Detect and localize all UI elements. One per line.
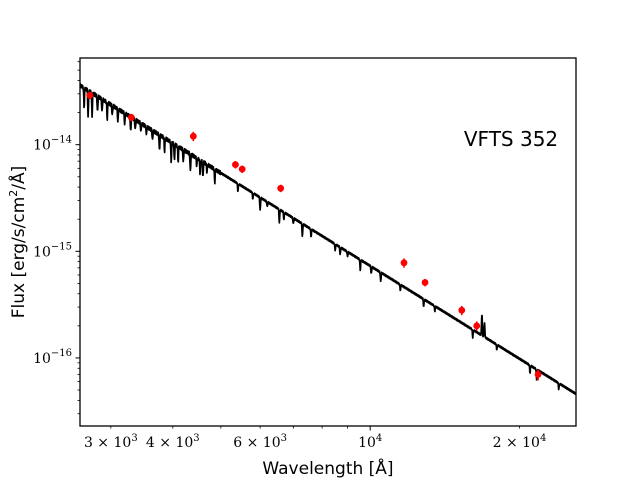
x-tick-label: 2 × 104 bbox=[493, 433, 547, 451]
data-marker bbox=[127, 114, 135, 121]
data-point bbox=[534, 369, 542, 381]
data-point bbox=[400, 258, 408, 268]
data-marker bbox=[232, 161, 239, 169]
data-marker bbox=[421, 279, 429, 286]
x-tick-base: 4 × 10 bbox=[146, 435, 193, 451]
y-tick-label: 10−14 bbox=[33, 135, 72, 154]
data-marker bbox=[86, 91, 94, 99]
data-point bbox=[473, 321, 481, 331]
data-point bbox=[238, 165, 246, 173]
data-point bbox=[127, 113, 135, 122]
data-marker bbox=[189, 132, 197, 140]
data-marker bbox=[473, 322, 481, 330]
x-tick-label: 4 × 103 bbox=[146, 433, 200, 451]
y-tick-label: 10−15 bbox=[33, 241, 72, 260]
x-tick-base: 2 × 10 bbox=[493, 435, 540, 451]
y-tick-exp: −16 bbox=[51, 348, 72, 359]
x-tick-exp: 4 bbox=[376, 433, 382, 444]
y-axis-label-unit: /Å] bbox=[7, 166, 29, 190]
data-marker bbox=[534, 371, 542, 378]
x-tick-base: 10 bbox=[358, 435, 376, 451]
y-tick-base: 10 bbox=[33, 351, 51, 367]
data-marker bbox=[238, 165, 246, 173]
points-layer bbox=[86, 91, 542, 381]
x-tick-base: 3 × 10 bbox=[84, 435, 131, 451]
y-axis-label-exp: 2 bbox=[7, 190, 20, 197]
y-tick-label: 10−16 bbox=[33, 348, 72, 367]
x-tick-label: 3 × 103 bbox=[84, 433, 138, 451]
series-layer bbox=[80, 82, 576, 396]
y-axis-label: Flux [erg/s/cm2/Å] bbox=[7, 166, 29, 319]
plot-area bbox=[79, 57, 577, 427]
plot-frame bbox=[79, 57, 577, 427]
x-tick-base: 6 × 10 bbox=[233, 435, 280, 451]
x-axis-label: Wavelength [Å] bbox=[262, 457, 393, 479]
y-tick-exp: −15 bbox=[51, 241, 72, 252]
data-marker bbox=[400, 259, 408, 267]
data-point bbox=[189, 131, 197, 142]
data-point bbox=[86, 91, 94, 100]
data-point bbox=[232, 161, 239, 169]
x-axis: 3 × 103 4 × 103 6 × 103 104 2 × 104 bbox=[84, 426, 546, 451]
x-tick-label: 6 × 103 bbox=[233, 433, 287, 451]
x-tick-exp: 3 bbox=[281, 433, 287, 444]
spectrum-line bbox=[80, 82, 576, 396]
x-tick-exp: 3 bbox=[131, 433, 137, 444]
x-tick-label: 104 bbox=[358, 433, 382, 451]
y-tick-base: 10 bbox=[33, 138, 51, 154]
y-tick-exp: −14 bbox=[51, 135, 72, 146]
data-marker bbox=[458, 306, 466, 314]
y-tick-base: 10 bbox=[33, 244, 51, 260]
x-tick-exp: 4 bbox=[540, 433, 546, 444]
data-point bbox=[458, 305, 466, 316]
data-point bbox=[421, 278, 429, 287]
y-axis-label-main: Flux [erg/s/cm bbox=[9, 197, 29, 319]
data-marker bbox=[277, 184, 285, 192]
annotation-label: VFTS 352 bbox=[464, 127, 558, 151]
x-tick-exp: 3 bbox=[193, 433, 199, 444]
data-point bbox=[277, 184, 285, 193]
